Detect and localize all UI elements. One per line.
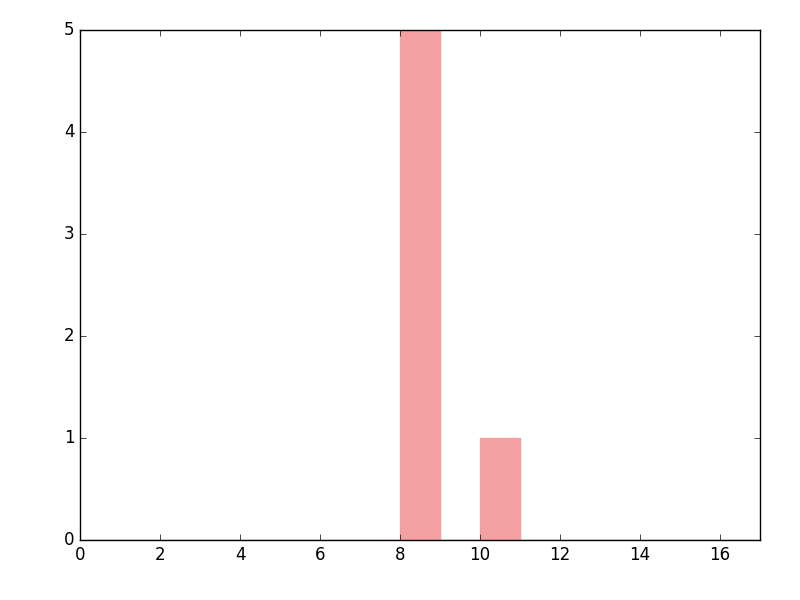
Bar <box>480 438 520 540</box>
Bar <box>400 30 440 540</box>
